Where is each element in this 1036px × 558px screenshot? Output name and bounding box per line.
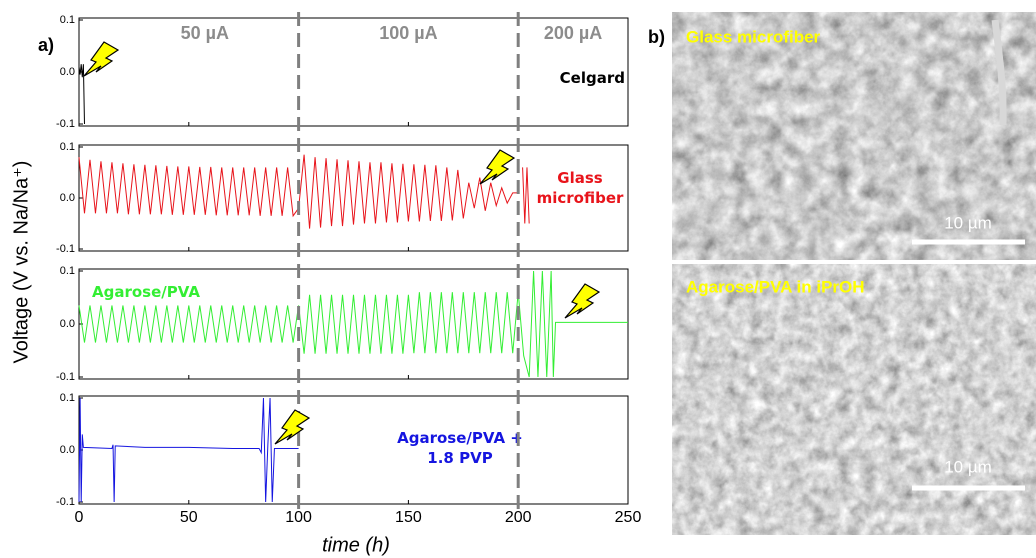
series-line (79, 155, 529, 229)
figure: a) b) Voltage (V vs. Na/Na⁺) time (h) Gl… (0, 0, 1036, 558)
series-label-box: Glass microfiber (520, 168, 640, 214)
image-caption: Agarose/PVA in iPrOH (686, 277, 865, 296)
series-line (79, 398, 299, 502)
y-tick-label: -0.1 (56, 496, 75, 508)
plot-frame (79, 396, 628, 504)
x-tick-label: 250 (615, 509, 642, 526)
series-label: Agarose/PVA + 1.8 PVP (395, 428, 525, 468)
y-axis-title: Voltage (V vs. Na/Na⁺) (10, 161, 32, 364)
x-tick-label: 100 (285, 509, 312, 526)
plots: -0.1 0.0 0.1 Celgard -0.1 0.0 0.1 Glass microfi… (56, 12, 641, 526)
y-tick-label: -0.1 (56, 371, 75, 383)
y-tick-label: 0.0 (60, 66, 75, 78)
current-label: 200 µA (544, 23, 602, 43)
x-tick-label: 0 (75, 509, 84, 526)
series-label: Celgard (535, 68, 625, 88)
series-label-box: Agarose/PVA (92, 282, 222, 306)
y-tick-label: -0.1 (56, 243, 75, 255)
y-tick-label: 0.1 (60, 14, 75, 26)
y-tick-label: 0.0 (60, 318, 75, 330)
image-caption: Glass microfiber (686, 27, 821, 46)
panel-label: a) (38, 35, 54, 55)
y-tick-label: -0.1 (56, 118, 75, 130)
x-tick-label: 200 (505, 509, 532, 526)
x-axis-title: time (h) (322, 534, 390, 556)
series-label-box: Agarose/PVA + 1.8 PVP (395, 428, 525, 474)
panel-label: b) (648, 27, 665, 47)
failure-icon (565, 284, 599, 318)
scale-bar-label: 10 µm (944, 457, 992, 476)
y-tick-label: 0.0 (60, 444, 75, 456)
sem-image (672, 264, 1036, 535)
y-tick-label: 0.0 (60, 192, 75, 204)
scale-bar-label: 10 µm (944, 213, 992, 232)
series-line (79, 64, 84, 124)
series-label-box: Celgard (535, 68, 625, 92)
failure-icon (480, 150, 514, 184)
x-tick-label: 150 (395, 509, 422, 526)
current-label: 100 µA (379, 23, 437, 43)
y-tick-label: 0.1 (60, 265, 75, 277)
failure-icon (84, 42, 118, 76)
series-label: Glass microfiber (520, 168, 640, 208)
failure-icon (275, 410, 309, 444)
current-label: 50 µA (181, 23, 229, 43)
x-tick-label: 50 (180, 509, 198, 526)
y-tick-label: 0.1 (60, 392, 75, 404)
series-label: Agarose/PVA (92, 282, 222, 302)
y-tick-label: 0.1 (60, 141, 75, 153)
